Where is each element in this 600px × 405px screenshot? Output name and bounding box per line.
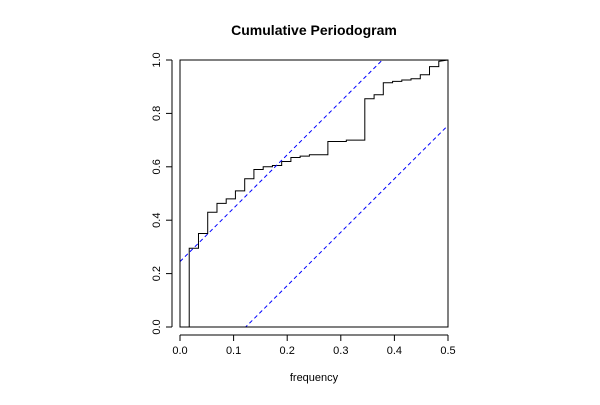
plot-frame [179, 59, 449, 328]
y-tick-label: 0.2 [151, 266, 163, 281]
confidence-band-line-2 [244, 125, 448, 327]
cumulative-periodogram-line [188, 60, 448, 327]
chart-title: Cumulative Periodogram [231, 22, 397, 38]
y-tick-label: 0.0 [151, 319, 163, 334]
confidence-band-line-1 [180, 60, 384, 262]
x-axis-label: frequency [290, 372, 339, 384]
y-tick-label: 0.4 [151, 213, 163, 228]
x-tick-label: 0.3 [333, 345, 348, 357]
x-tick-label: 0.1 [226, 345, 241, 357]
x-tick-label: 0.5 [440, 345, 455, 357]
y-tick-label: 0.6 [151, 159, 163, 174]
y-axis: 0.0 0.2 0.4 0.6 0.8 1.0 [151, 52, 173, 335]
series-layer [180, 60, 448, 327]
x-tick-label: 0.4 [387, 345, 402, 357]
x-axis: 0.0 0.1 0.2 0.3 0.4 0.5 [172, 334, 456, 357]
x-tick-label: 0.0 [172, 345, 187, 357]
x-tick-label: 0.2 [280, 345, 295, 357]
y-tick-label: 1.0 [151, 52, 163, 67]
y-tick-label: 0.8 [151, 106, 163, 121]
